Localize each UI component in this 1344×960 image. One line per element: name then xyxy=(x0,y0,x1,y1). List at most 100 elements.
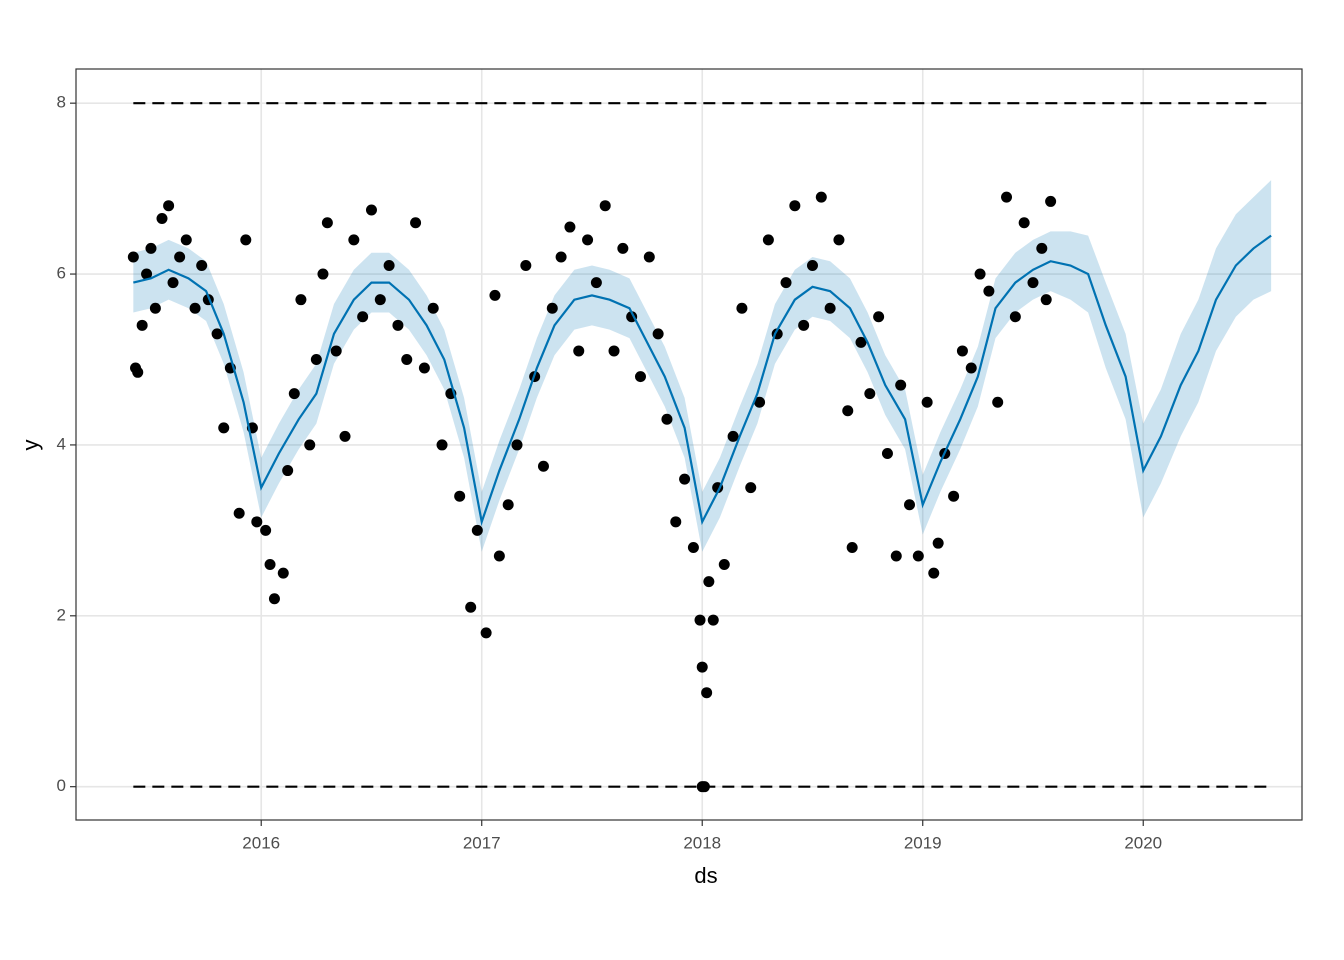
observed-point xyxy=(427,302,439,314)
observed-point xyxy=(546,302,558,314)
observed-point xyxy=(1045,195,1057,207)
observed-point xyxy=(652,328,664,340)
observed-point xyxy=(163,200,175,212)
observed-point xyxy=(480,627,492,639)
observed-point xyxy=(798,319,810,331)
observed-point xyxy=(965,362,977,374)
observed-point xyxy=(694,614,706,626)
y-tick-label: 4 xyxy=(57,434,66,453)
observed-point xyxy=(136,319,148,331)
observed-point xyxy=(410,217,422,229)
observed-point xyxy=(842,405,854,417)
observed-point xyxy=(634,371,646,383)
observed-point xyxy=(145,242,157,254)
observed-point xyxy=(617,242,629,254)
observed-point xyxy=(932,537,944,549)
observed-point xyxy=(537,460,549,472)
y-tick-label: 0 xyxy=(57,776,66,795)
observed-point xyxy=(392,319,404,331)
grid xyxy=(76,69,1302,820)
observed-point xyxy=(282,465,294,477)
observed-point xyxy=(357,311,369,323)
observed-point xyxy=(264,559,276,571)
observed-point xyxy=(564,221,576,233)
observed-point xyxy=(696,661,708,673)
observed-point xyxy=(465,601,477,613)
observed-point xyxy=(196,260,208,272)
observed-point xyxy=(141,268,153,280)
observed-point xyxy=(348,234,360,246)
observed-point xyxy=(401,353,413,365)
observed-point xyxy=(727,430,739,442)
x-tick-label: 2016 xyxy=(242,833,280,852)
observed-point xyxy=(873,311,885,323)
observed-point xyxy=(365,204,377,216)
observed-point xyxy=(833,234,845,246)
forecast-line xyxy=(133,234,1272,527)
observed-point xyxy=(1027,277,1039,289)
observed-point xyxy=(608,345,620,357)
plot-area xyxy=(127,102,1272,793)
observed-point xyxy=(661,413,673,425)
observed-point xyxy=(670,516,682,528)
observed-point xyxy=(502,499,514,511)
y-axis-title: y xyxy=(18,440,43,451)
observed-point xyxy=(520,260,532,272)
observed-point xyxy=(895,379,907,391)
observed-point xyxy=(890,550,902,562)
observed-point xyxy=(855,336,867,348)
observed-point xyxy=(511,439,523,451)
observed-point xyxy=(218,422,230,434)
observed-point xyxy=(904,499,916,511)
observed-point xyxy=(310,353,322,365)
observed-point xyxy=(745,482,757,494)
observed-point xyxy=(180,234,192,246)
observed-point xyxy=(736,302,748,314)
observed-point xyxy=(555,251,567,263)
observed-point xyxy=(174,251,186,263)
observed-point xyxy=(718,559,730,571)
observed-point xyxy=(1040,294,1052,306)
observed-point xyxy=(806,260,818,272)
observed-point xyxy=(471,524,483,536)
observed-point xyxy=(912,550,924,562)
y-tick-label: 6 xyxy=(57,264,66,283)
observed-point xyxy=(573,345,585,357)
observed-point xyxy=(418,362,430,374)
observed-point xyxy=(156,213,168,225)
observed-point xyxy=(295,294,307,306)
observed-point xyxy=(288,388,300,400)
observed-point xyxy=(701,687,713,699)
observed-point xyxy=(321,217,333,229)
observed-point xyxy=(590,277,602,289)
observed-point xyxy=(846,541,858,553)
observed-point xyxy=(383,260,395,272)
observed-point xyxy=(240,234,252,246)
x-tick-label: 2019 xyxy=(904,833,942,852)
observed-point xyxy=(762,234,774,246)
observed-point xyxy=(260,524,272,536)
observed-point xyxy=(1018,217,1030,229)
observed-point xyxy=(921,396,933,408)
observed-point xyxy=(132,366,144,378)
observed-point xyxy=(881,447,893,459)
observed-point xyxy=(268,593,280,605)
observed-point xyxy=(864,388,876,400)
observed-point xyxy=(703,576,715,588)
observed-point xyxy=(707,614,719,626)
observed-point xyxy=(983,285,995,297)
observed-point xyxy=(493,550,505,562)
observed-point xyxy=(582,234,594,246)
observed-point xyxy=(149,302,161,314)
x-tick-label: 2018 xyxy=(683,833,721,852)
observed-point xyxy=(127,251,139,263)
observed-point xyxy=(928,567,940,579)
observed-point xyxy=(956,345,968,357)
observed-point xyxy=(330,345,342,357)
axes: 0 2 4 6 8 2016 2017 2018 2019 2020 xyxy=(57,93,1163,853)
y-tick-label: 2 xyxy=(57,605,66,624)
observed-point xyxy=(824,302,836,314)
